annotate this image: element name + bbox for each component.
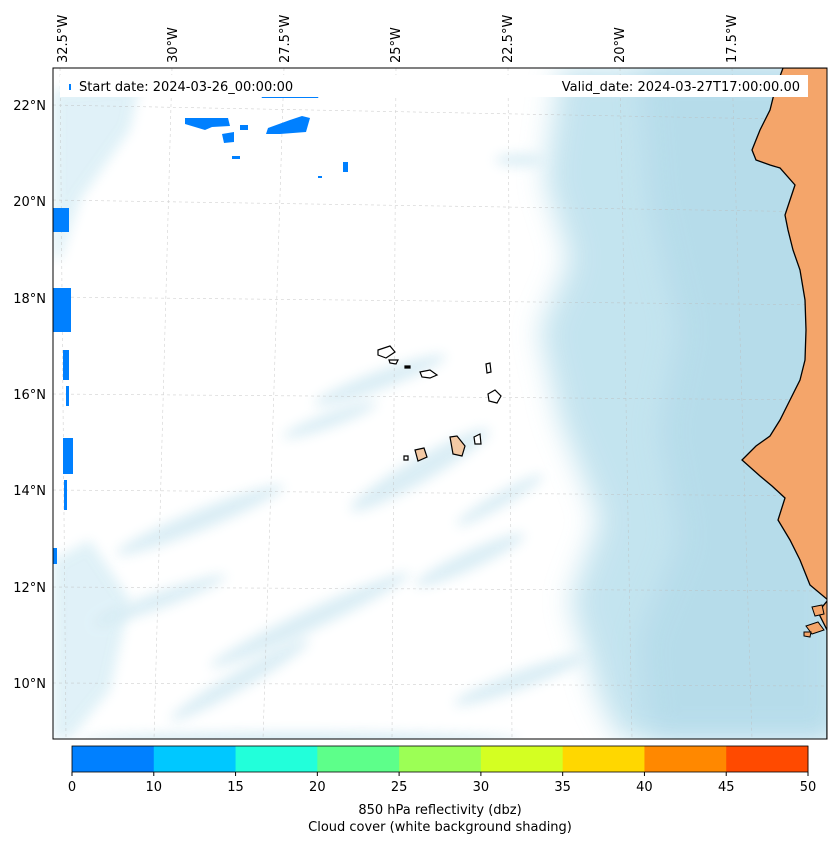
colorbar-label-cloud-cover: Cloud cover (white background shading) (308, 820, 572, 835)
lat-label-12n: 12°N (13, 581, 46, 596)
colorbar-tick-label: 50 (800, 780, 817, 795)
lat-label-18n: 18°N (13, 292, 46, 307)
lon-label-32-5w: 32.5°W (56, 15, 71, 63)
colorbar-border (71, 745, 809, 773)
lat-label-10n: 10°N (13, 677, 46, 692)
lon-label-17-5w: 17.5°W (725, 15, 740, 63)
africa-coastline (741, 68, 827, 739)
lat-label-14n: 14°N (13, 484, 46, 499)
lon-label-30w: 30°W (166, 27, 181, 63)
map-panel (53, 68, 827, 739)
lat-label-16n: 16°N (13, 388, 46, 403)
colorbar-segment (562, 746, 645, 772)
colorbar: 0 10 15 20 25 30 35 40 45 50 850 hPa reflectivity… (68, 745, 816, 835)
colorbar-tick-label: 30 (473, 780, 490, 795)
colorbar-segments (72, 746, 809, 772)
cape-verde-islands (377, 345, 502, 462)
colorbar-segment (235, 746, 318, 772)
colorbar-segment (399, 746, 482, 772)
colorbar-tick-label: 40 (636, 780, 653, 795)
header-bar (60, 75, 808, 97)
start-date-text: Start date: 2024-03-26_00:00:00 (79, 80, 293, 95)
lon-label-20w: 20°W (613, 27, 628, 63)
colorbar-tick-label: 20 (309, 780, 326, 795)
lat-label-20n: 20°N (13, 195, 46, 210)
colorbar-segment (317, 746, 400, 772)
map-border (52, 67, 828, 740)
map-gridlines (53, 68, 827, 739)
colorbar-tick-label: 25 (391, 780, 408, 795)
colorbar-segment (72, 746, 155, 772)
lon-label-27-5w: 27.5°W (278, 15, 293, 63)
lon-label-22-5w: 22.5°W (501, 15, 516, 63)
colorbar-segment (644, 746, 727, 772)
bijagos-islands (803, 604, 825, 638)
colorbar-tick-label: 45 (718, 780, 735, 795)
colorbar-segment (153, 746, 237, 772)
colorbar-segment (726, 746, 809, 772)
colorbar-ticks: 0 10 15 20 25 30 35 40 45 50 (68, 772, 816, 795)
longitude-labels: 32.5°W 30°W 27.5°W 25°W 22.5°W 20°W 17.5… (56, 15, 740, 63)
colorbar-tick-label: 0 (68, 780, 76, 795)
colorbar-tick-label: 15 (227, 780, 244, 795)
cloud-cover-shading (53, 68, 827, 739)
colorbar-tick-label: 35 (554, 780, 571, 795)
colorbar-segment (480, 746, 564, 772)
colorbar-label-reflectivity: 850 hPa reflectivity (dbz) (358, 803, 521, 818)
header-start-date: Start date: 2024-03-26_00:00:00 (69, 80, 293, 95)
valid-date-text: Valid_date: 2024-03-27T17:00:00.00 (562, 80, 800, 95)
colorbar-tick-label: 10 (146, 780, 163, 795)
latitude-labels: 22°N 20°N 18°N 16°N 14°N 12°N 10°N (13, 99, 46, 692)
lon-label-25w: 25°W (389, 27, 404, 63)
lat-label-22n: 22°N (13, 99, 46, 114)
reflectivity-patches (53, 94, 348, 564)
